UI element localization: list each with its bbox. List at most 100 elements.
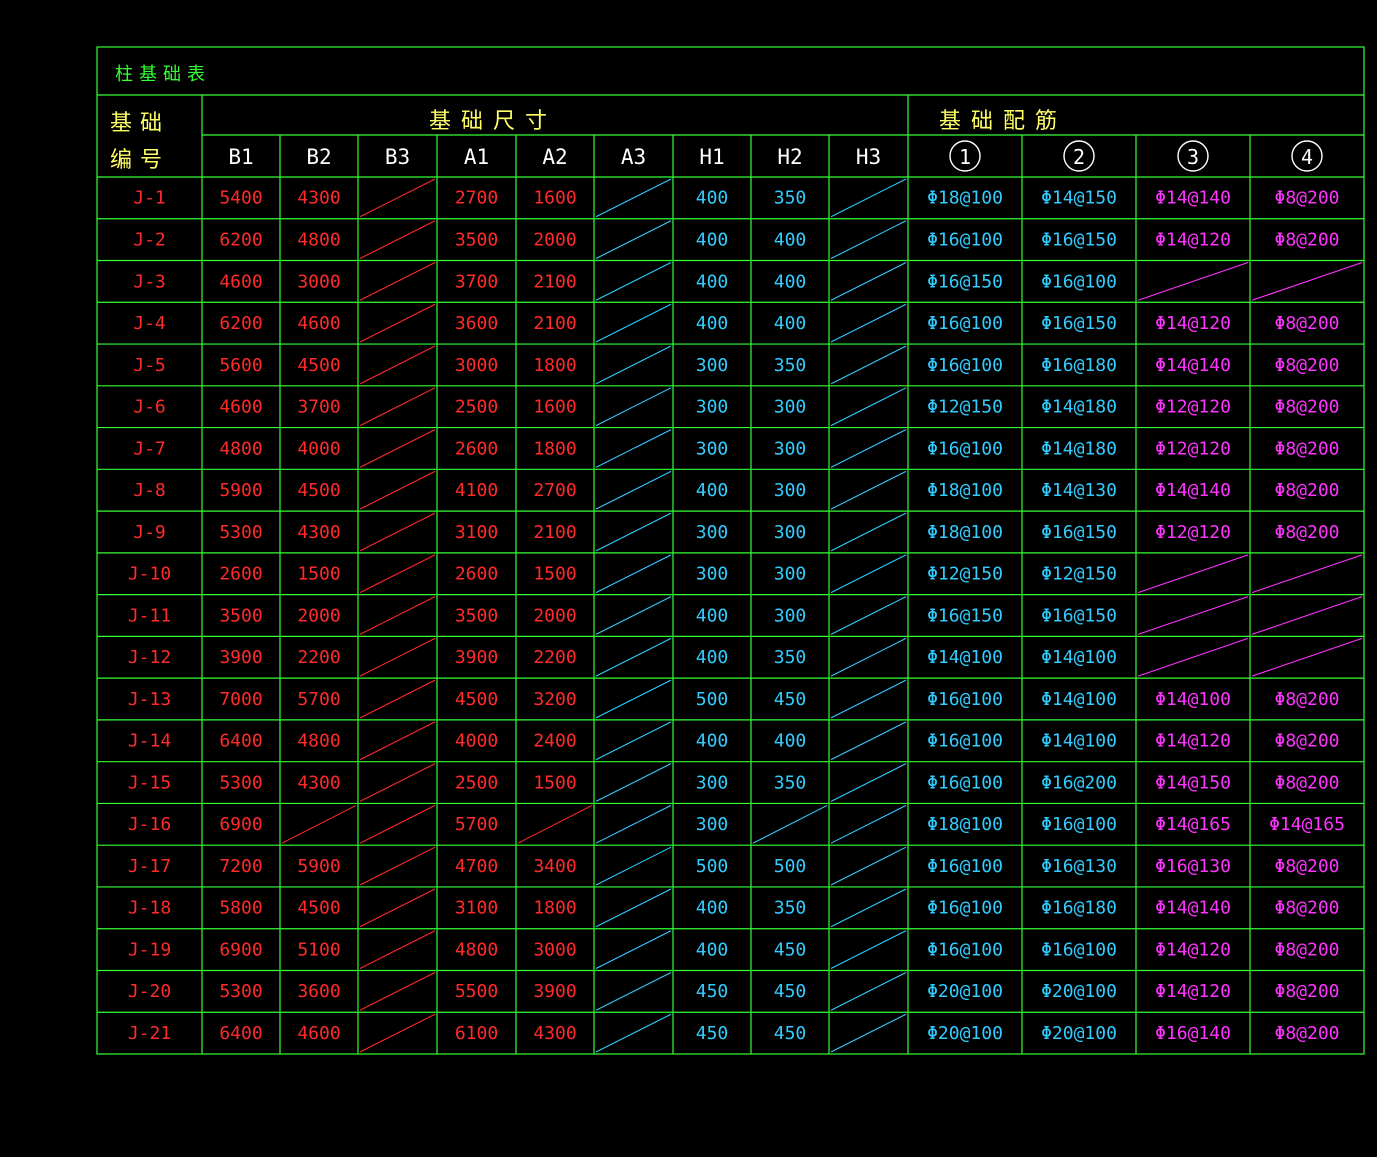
cell-h1: 450: [696, 981, 729, 1002]
cell-a1: 2700: [455, 188, 498, 209]
cell-r1: Φ20@100: [927, 981, 1003, 1002]
cell-h2: 300: [774, 438, 807, 459]
cell-b1: 5600: [219, 355, 262, 376]
empty-cell-diagonal: [595, 429, 672, 468]
cell-b1: 6400: [219, 1023, 262, 1044]
cell-b1: 7000: [219, 689, 262, 710]
empty-cell-diagonal: [595, 345, 672, 385]
empty-cell-diagonal: [1251, 262, 1363, 301]
empty-cell-diagonal: [1251, 596, 1363, 635]
cell-h2: 300: [774, 564, 807, 585]
empty-cell-diagonal: [830, 888, 907, 928]
cell-a2: 2100: [533, 522, 576, 543]
cell-h2: 350: [774, 188, 807, 209]
cell-b1: 3500: [219, 605, 262, 626]
cell-b1: 7200: [219, 856, 262, 877]
empty-cell-diagonal: [830, 1013, 907, 1053]
cell-r4: Φ8@200: [1274, 981, 1339, 1002]
cell-a2: 2700: [533, 480, 576, 501]
empty-cell-diagonal: [830, 721, 907, 761]
cell-a2: 1800: [533, 898, 576, 919]
column-header-1: 1: [959, 145, 971, 169]
foundation-id: J-20: [128, 981, 171, 1002]
empty-cell-diagonal: [830, 554, 907, 594]
empty-cell-diagonal: [595, 679, 672, 719]
cell-h2: 350: [774, 898, 807, 919]
table-header: 柱基础表 基础 编号 基础尺寸 基础配筋: [110, 64, 1057, 173]
empty-cell-diagonal: [359, 763, 436, 802]
cell-h1: 300: [696, 355, 729, 376]
column-header-a2: A2: [542, 145, 567, 169]
cell-r3: Φ14@120: [1155, 981, 1231, 1002]
cell-h1: 300: [696, 522, 729, 543]
cell-h1: 300: [696, 564, 729, 585]
cell-h2: 400: [774, 731, 807, 752]
cell-a1: 4800: [455, 939, 498, 960]
empty-cell-diagonal: [359, 804, 436, 844]
foundation-id: J-21: [128, 1023, 171, 1044]
cell-b2: 4000: [297, 438, 340, 459]
cell-r4: Φ8@200: [1274, 438, 1339, 459]
empty-cell-diagonal: [595, 470, 672, 510]
cell-a2: 2000: [533, 605, 576, 626]
foundation-id: J-6: [133, 397, 166, 418]
table-title: 柱基础表: [115, 64, 211, 85]
empty-cell-diagonal: [595, 804, 672, 844]
cell-h1: 300: [696, 438, 729, 459]
cell-a2: 3400: [533, 856, 576, 877]
empty-cell-diagonal: [359, 262, 436, 301]
empty-cell-diagonal: [595, 262, 672, 301]
cell-b2: 2200: [297, 647, 340, 668]
cell-r2: Φ16@180: [1041, 898, 1117, 919]
cell-r4: Φ8@200: [1274, 522, 1339, 543]
empty-cell-diagonal: [359, 1013, 436, 1053]
cell-r1: Φ16@100: [927, 731, 1003, 752]
rebar-number-circle: [1177, 140, 1209, 172]
empty-cell-diagonal: [359, 178, 436, 218]
cell-r4: Φ8@200: [1274, 480, 1339, 501]
cell-r4: Φ8@200: [1274, 355, 1339, 376]
cell-r4: Φ8@200: [1274, 229, 1339, 250]
foundation-id: J-13: [128, 689, 171, 710]
cell-b2: 4500: [297, 355, 340, 376]
cell-r3: Φ14@140: [1155, 898, 1231, 919]
cell-r3: Φ14@165: [1155, 814, 1231, 835]
cell-b1: 2600: [219, 564, 262, 585]
cell-h1: 400: [696, 188, 729, 209]
cell-r3: Φ14@140: [1155, 188, 1231, 209]
empty-cell-diagonal: [595, 303, 672, 343]
cell-b2: 4300: [297, 188, 340, 209]
cell-a1: 2500: [455, 397, 498, 418]
cell-r3: Φ12@120: [1155, 397, 1231, 418]
cell-r3: Φ14@120: [1155, 229, 1231, 250]
cell-b1: 5300: [219, 981, 262, 1002]
cell-r1: Φ16@100: [927, 229, 1003, 250]
column-header-3: 3: [1187, 145, 1199, 169]
empty-cell-diagonal: [359, 679, 436, 719]
empty-cell-diagonal: [359, 220, 436, 260]
cell-a1: 6100: [455, 1023, 498, 1044]
cell-r3: Φ14@120: [1155, 731, 1231, 752]
foundation-id: J-14: [128, 731, 171, 752]
foundation-id: J-8: [133, 480, 166, 501]
cell-r2: Φ20@100: [1041, 981, 1117, 1002]
foundation-id: J-10: [128, 564, 171, 585]
cell-b1: 5800: [219, 898, 262, 919]
cell-b1: 4600: [219, 271, 262, 292]
cell-b2: 4300: [297, 522, 340, 543]
empty-cell-diagonal: [830, 345, 907, 385]
cell-b1: 5400: [219, 188, 262, 209]
cell-h1: 400: [696, 605, 729, 626]
empty-cell-diagonal: [595, 763, 672, 802]
cell-a1: 3500: [455, 605, 498, 626]
cell-r1: Φ16@100: [927, 689, 1003, 710]
cell-b2: 3700: [297, 397, 340, 418]
cell-h2: 450: [774, 1023, 807, 1044]
empty-cell-diagonal: [1251, 554, 1363, 594]
cell-h2: 500: [774, 856, 807, 877]
cell-a2: 3200: [533, 689, 576, 710]
cell-h2: 450: [774, 939, 807, 960]
cell-b1: 5300: [219, 772, 262, 793]
cell-r4: Φ8@200: [1274, 1023, 1339, 1044]
empty-cell-diagonal: [359, 429, 436, 468]
